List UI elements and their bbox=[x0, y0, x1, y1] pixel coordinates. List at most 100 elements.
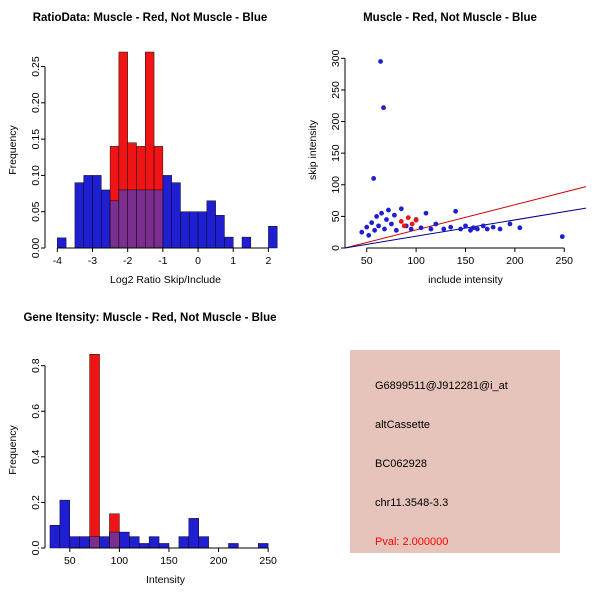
y-tick-label: 0 bbox=[330, 245, 342, 251]
histogram-bar bbox=[178, 536, 190, 549]
histogram-overlap-bar bbox=[118, 189, 128, 249]
y-tick-label: 200 bbox=[330, 113, 342, 131]
scatter-point bbox=[393, 227, 399, 233]
probe-id-text: G6899511@J912281@i_at bbox=[375, 380, 508, 392]
scatter-point bbox=[374, 213, 380, 219]
histogram-overlap-bar bbox=[136, 189, 146, 249]
y-tick-label: 0.20 bbox=[30, 92, 42, 113]
gene-histogram-ylabel: Frequency bbox=[7, 425, 19, 475]
scatter-point bbox=[490, 224, 496, 230]
y-tick-label: 0.8 bbox=[30, 358, 42, 373]
scatter-point bbox=[401, 223, 407, 229]
ratio-histogram-plot: -4 -3 -2 -1 0 1 2 0.00 0.05 0.10 0.15 0.20 0.25 bbox=[30, 51, 278, 267]
x-tick-label: -2 bbox=[123, 255, 132, 267]
panel-intensity-scatter: Muscle - Red, Not Muscle - Blue 50 100 150… bbox=[300, 0, 600, 300]
scatter-point bbox=[507, 221, 513, 227]
histogram-overlap-bar bbox=[89, 536, 100, 549]
histogram-overlap-bar bbox=[109, 531, 120, 549]
scatter-point bbox=[413, 217, 419, 223]
muscle-fit-line bbox=[344, 186, 587, 249]
histogram-bar bbox=[224, 236, 234, 249]
y-tick-label: 0.10 bbox=[30, 165, 42, 186]
ratio-histogram-title: RatioData: Muscle - Red, Not Muscle - Bl… bbox=[32, 12, 268, 24]
histogram-bar bbox=[258, 543, 269, 549]
scatter-point bbox=[369, 220, 375, 226]
scatter-point bbox=[428, 226, 434, 232]
scatter-point bbox=[559, 234, 565, 240]
histogram-bar bbox=[180, 211, 190, 249]
histogram-bar bbox=[188, 518, 199, 549]
panel-gene-intensity-histogram: Gene Itensity: Muscle - Red, Not Muscle … bbox=[0, 300, 300, 600]
scatter-point bbox=[497, 226, 503, 232]
scatter-point bbox=[382, 226, 387, 232]
scatter-point bbox=[453, 208, 459, 214]
histogram-bar bbox=[74, 182, 84, 249]
x-tick-label: 50 bbox=[361, 255, 373, 267]
x-tick-label: 150 bbox=[160, 555, 178, 567]
scatter-point bbox=[398, 219, 404, 224]
scatter-point bbox=[463, 223, 468, 229]
x-tick-label: -4 bbox=[53, 255, 62, 267]
x-tick-label: 2 bbox=[265, 255, 271, 267]
y-tick-label: 0.05 bbox=[30, 201, 42, 222]
scatter-point bbox=[458, 226, 463, 232]
histogram-bar bbox=[101, 189, 111, 249]
scatter-point bbox=[366, 232, 372, 238]
x-tick-label: 150 bbox=[457, 255, 475, 267]
gene-info-box: G6899511@J912281@i_at altCassette BC0629… bbox=[350, 350, 560, 553]
y-tick-label: 0.6 bbox=[30, 404, 42, 419]
scatter-point bbox=[386, 207, 391, 213]
y-tick-label: 0.25 bbox=[30, 56, 42, 77]
scatter-point bbox=[379, 210, 384, 216]
histogram-bar bbox=[158, 543, 170, 549]
histogram-bar bbox=[59, 499, 71, 549]
histogram-bar bbox=[49, 524, 61, 549]
y-tick-label: 100 bbox=[330, 176, 342, 194]
chromosome-location-text: chr11.3548-3.3 bbox=[375, 497, 449, 509]
histogram-overlap-bar bbox=[145, 189, 155, 249]
scatter-point bbox=[433, 221, 439, 227]
y-tick-label: 0.0 bbox=[30, 541, 42, 556]
histogram-bar bbox=[148, 536, 160, 549]
histogram-bar bbox=[57, 237, 67, 249]
gene-histogram-xlabel: Intensity bbox=[145, 574, 186, 586]
scatter-point bbox=[474, 226, 480, 232]
scatter-point bbox=[378, 59, 383, 64]
x-tick-label: 100 bbox=[111, 555, 129, 567]
scatter-point bbox=[389, 221, 394, 227]
scatter-plot: 50 100 150 200 250 0 50 100 150 200 250 300 bbox=[330, 49, 587, 267]
scatter-point bbox=[364, 224, 370, 230]
x-tick-label: -3 bbox=[88, 255, 97, 267]
x-tick-label: -1 bbox=[158, 255, 167, 267]
histogram-overlap-bar bbox=[153, 189, 164, 249]
y-tick-label: 150 bbox=[330, 144, 342, 162]
histogram-bar bbox=[215, 215, 225, 249]
ratio-histogram-ylabel: Frequency bbox=[7, 125, 19, 175]
x-tick-label: 0 bbox=[195, 255, 201, 267]
scatter-point bbox=[405, 215, 411, 221]
scatter-point bbox=[398, 206, 404, 212]
y-tick-label: 0.00 bbox=[30, 238, 42, 259]
x-tick-label: 1 bbox=[230, 255, 236, 267]
scatter-xlabel: include intensity bbox=[428, 274, 503, 286]
gene-histogram-title: Gene Itensity: Muscle - Red, Not Muscle … bbox=[23, 312, 277, 324]
panel-gene-info: G6899511@J912281@i_at altCassette BC0629… bbox=[300, 300, 600, 600]
histogram-bar bbox=[241, 236, 252, 249]
histogram-bar bbox=[92, 175, 102, 249]
histogram-bar bbox=[162, 175, 172, 249]
histogram-overlap-bar bbox=[127, 189, 137, 249]
scatter-point bbox=[471, 225, 476, 231]
histogram-overlap-bar bbox=[109, 200, 120, 249]
x-tick-label: 200 bbox=[506, 255, 524, 267]
scatter-point bbox=[391, 212, 397, 218]
scatter-point bbox=[372, 227, 378, 233]
ratio-histogram-xlabel: Log2 Ratio Skip/Include bbox=[110, 274, 221, 286]
scatter-point bbox=[418, 225, 424, 231]
scatter-point bbox=[441, 226, 447, 232]
y-tick-label: 0.15 bbox=[30, 129, 42, 150]
scatter-point bbox=[384, 217, 389, 222]
y-tick-label: 0.4 bbox=[30, 449, 42, 464]
scatter-point bbox=[409, 221, 415, 227]
histogram-bar bbox=[189, 211, 199, 249]
